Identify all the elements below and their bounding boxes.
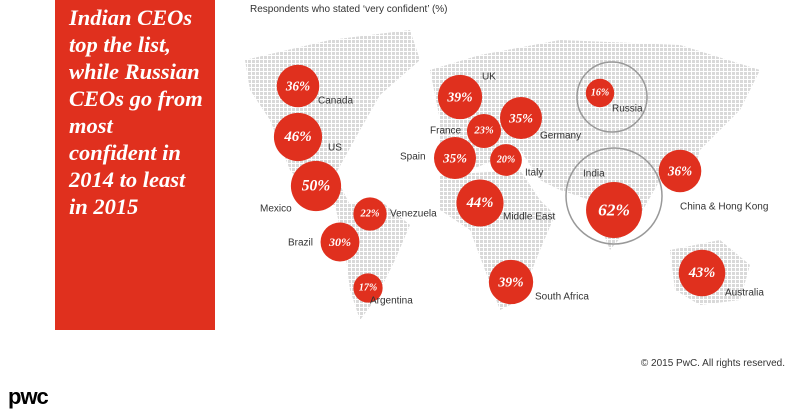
value-label: 50% <box>302 178 331 195</box>
country-label: Venezuela <box>390 209 437 220</box>
value-label: 44% <box>466 195 494 211</box>
bubble <box>273 112 323 162</box>
country-label: UK <box>482 72 496 83</box>
sidebar: Indian CEOs top the list, while Russian … <box>55 0 215 330</box>
bubble <box>320 222 360 262</box>
value-label: 22% <box>360 209 380 220</box>
value-label: 30% <box>328 235 351 249</box>
country-label: Brazil <box>288 238 313 249</box>
map: Respondents who stated ‘very confident’ … <box>245 4 785 369</box>
highlight-ring <box>576 61 648 133</box>
title: Indian CEOs top the list, while Russian … <box>69 5 203 219</box>
country-label: China & Hong Kong <box>680 202 768 213</box>
value-label: 23% <box>473 126 494 137</box>
subtitle: Respondents who stated ‘very confident’ … <box>250 4 448 15</box>
country-label: US <box>328 143 342 154</box>
value-label: 36% <box>285 79 310 94</box>
bubble <box>488 259 534 305</box>
country-label: South Africa <box>535 292 589 303</box>
value-label: 17% <box>359 283 377 294</box>
country-label: Russia <box>612 104 643 115</box>
highlight-ring <box>565 147 663 245</box>
bubble <box>678 249 726 297</box>
bubble <box>290 160 342 212</box>
bubble <box>658 149 702 193</box>
bubble <box>433 136 477 180</box>
bubble <box>585 78 615 108</box>
country-label: Germany <box>540 131 581 142</box>
value-label: 39% <box>497 275 523 290</box>
bubble <box>490 144 522 176</box>
country-label: Argentina <box>370 296 413 307</box>
value-label: 20% <box>496 155 515 166</box>
country-label: Canada <box>318 96 353 107</box>
value-label: 46% <box>283 129 311 145</box>
value-label: 16% <box>591 88 609 99</box>
value-label: 35% <box>508 111 533 126</box>
bubble <box>499 96 543 140</box>
value-label: 43% <box>688 265 715 281</box>
country-label: Australia <box>725 288 764 299</box>
page: {"chart_data": {"type": "bubble-map", "t… <box>8 0 785 409</box>
value-label: 39% <box>446 90 472 105</box>
value-label: 36% <box>667 164 692 179</box>
value-label: 62% <box>598 201 630 220</box>
country-label: Middle East <box>503 212 555 223</box>
country-label: Spain <box>400 152 426 163</box>
bubble <box>466 113 502 149</box>
bubble <box>586 182 642 238</box>
value-label: 35% <box>442 151 467 166</box>
bubble <box>353 197 387 231</box>
footer: © 2015 PwC. All rights reserved. <box>641 358 785 369</box>
country-label: France <box>430 126 462 137</box>
bubble <box>353 273 383 303</box>
bubble <box>437 74 483 120</box>
country-label: Italy <box>525 168 543 179</box>
bubble <box>276 64 320 108</box>
country-label: Mexico <box>260 204 292 215</box>
country-label: India <box>583 169 605 180</box>
bubble <box>456 179 504 227</box>
